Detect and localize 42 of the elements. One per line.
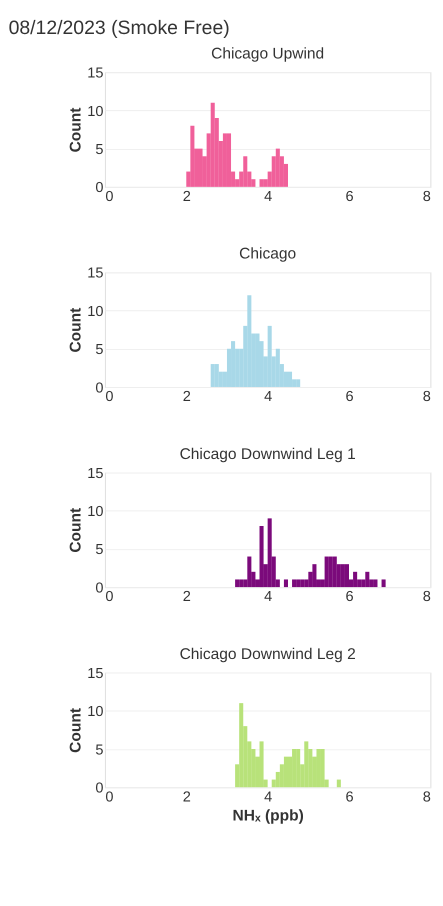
y-tick-label: 5 [95, 342, 104, 358]
x-tick-label: 4 [264, 589, 272, 606]
y-tick-label: 10 [87, 704, 104, 720]
x-tick-label: 0 [105, 188, 114, 205]
y-tick-label: 10 [87, 304, 104, 320]
chart-title: Chicago [239, 246, 296, 263]
chart-title: Chicago Upwind [211, 46, 324, 63]
y-tick-label: 10 [87, 104, 104, 120]
y-axis-title: Count [67, 708, 84, 753]
y-tick-label: 10 [87, 504, 104, 520]
chart-title: Chicago Downwind Leg 2 [180, 646, 356, 663]
x-tick-label: 4 [264, 789, 272, 806]
x-tick-label: 4 [264, 389, 272, 406]
y-axis-title: Count [67, 308, 84, 353]
x-tick-label: 2 [182, 389, 191, 406]
y-tick-label: 15 [87, 266, 104, 282]
x-tick-label: 2 [182, 589, 191, 606]
x-tick-label: 0 [105, 789, 114, 806]
x-tick-label: 2 [182, 789, 191, 806]
y-tick-label: 5 [95, 742, 104, 758]
y-tick-label: 15 [87, 666, 104, 682]
y-tick-label: 15 [87, 466, 104, 482]
x-tick-label: 8 [422, 188, 431, 205]
y-axis-title: Count [67, 108, 84, 152]
x-tick-label: 2 [182, 188, 191, 205]
x-tick-label: 8 [422, 589, 431, 606]
y-axis-title: Count [67, 508, 84, 553]
x-tick-label: 6 [345, 789, 354, 806]
text: 08/12/2023 (Smoke Free) [8, 16, 230, 39]
x-tick-label: 6 [345, 589, 354, 606]
x-tick-label: 6 [345, 389, 354, 406]
y-tick-label: 5 [95, 142, 104, 158]
x-tick-label: 0 [105, 589, 114, 606]
x-tick-label: 8 [422, 789, 431, 806]
x-axis-title: NHₓ (ppb) [232, 808, 304, 825]
chart-title: Chicago Downwind Leg 1 [180, 446, 356, 463]
y-tick-label: 5 [95, 542, 104, 558]
x-tick-label: 4 [264, 188, 272, 205]
x-tick-label: 6 [345, 188, 354, 205]
y-tick-label: 15 [87, 66, 104, 82]
x-tick-label: 8 [422, 389, 431, 406]
x-tick-label: 0 [105, 389, 114, 406]
